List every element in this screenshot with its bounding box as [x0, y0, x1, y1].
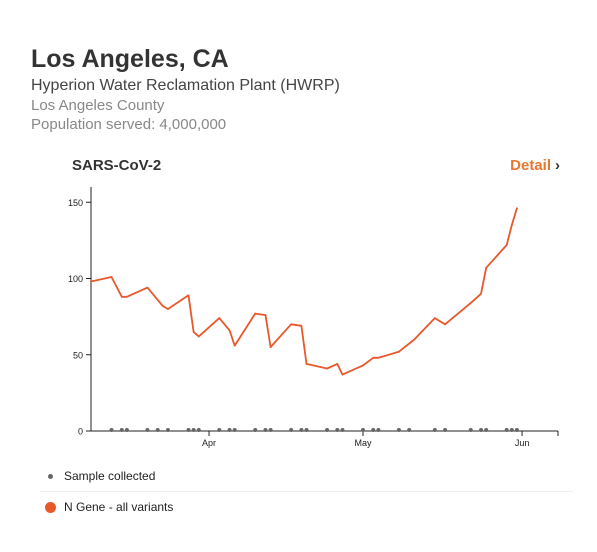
series-point	[192, 330, 195, 333]
series-point	[341, 373, 344, 376]
series-point	[187, 294, 190, 297]
sample-point	[299, 428, 304, 432]
series-point	[480, 292, 482, 295]
sample-point	[289, 428, 294, 432]
series-point	[305, 363, 308, 365]
series-point	[290, 323, 293, 326]
sample-point	[407, 428, 412, 432]
sample-point	[371, 428, 376, 432]
series-point	[269, 346, 272, 349]
sample-point	[504, 428, 509, 432]
sample-point	[376, 428, 381, 432]
sample-point	[340, 428, 345, 432]
series-dot-icon	[45, 501, 56, 513]
series-point	[336, 363, 339, 365]
sample-markers	[109, 428, 519, 432]
x-tick-label: May	[354, 438, 372, 448]
sample-point	[263, 428, 268, 432]
sample-point	[325, 428, 330, 432]
sample-point	[186, 428, 191, 432]
series-point	[433, 317, 436, 320]
sample-point	[232, 428, 237, 432]
sample-dot-icon	[48, 473, 53, 479]
series-point	[110, 276, 113, 278]
series-point	[444, 323, 446, 326]
legend-series-label: N Gene - all variants	[64, 500, 174, 514]
series-point	[254, 312, 257, 315]
sample-point	[484, 428, 489, 432]
series-point	[510, 224, 513, 227]
sample-point	[253, 428, 258, 432]
series-point	[485, 266, 488, 269]
sample-point	[119, 428, 124, 432]
sample-point	[479, 428, 484, 432]
series-point	[413, 338, 416, 341]
series-point	[469, 302, 472, 304]
sample-point	[268, 428, 273, 432]
x-tick-label: Jun	[515, 438, 530, 448]
series-line	[90, 207, 518, 376]
chart-series	[90, 207, 518, 376]
sample-point	[509, 428, 514, 432]
sample-point	[396, 428, 401, 432]
series-point	[505, 244, 508, 246]
series-point	[161, 305, 164, 307]
sample-point	[227, 428, 232, 432]
county-name: Los Angeles County	[31, 97, 165, 114]
y-tick-label: 0	[78, 427, 83, 437]
sample-point	[514, 428, 519, 432]
series-point	[146, 286, 149, 289]
y-tick-label: 100	[68, 274, 83, 284]
sample-point	[217, 428, 222, 432]
legend-n-gene[interactable]: N Gene - all variants	[45, 500, 174, 514]
y-tick-label: 150	[68, 198, 83, 208]
sample-point	[360, 428, 365, 432]
series-point	[233, 344, 236, 347]
series-point	[126, 295, 128, 298]
detail-link[interactable]: Detail ›	[510, 157, 560, 174]
series-point	[218, 317, 221, 320]
series-point	[372, 356, 375, 359]
series-point	[326, 367, 328, 370]
series-point	[156, 298, 159, 301]
series-point	[300, 324, 303, 327]
series-point	[516, 207, 518, 210]
sample-point	[165, 428, 170, 432]
legend-sample-label: Sample collected	[64, 469, 156, 483]
sample-point	[335, 428, 340, 432]
series-point	[377, 356, 380, 359]
series-point	[197, 335, 200, 338]
sample-point	[155, 428, 160, 432]
sample-point	[145, 428, 150, 432]
sample-point	[109, 428, 114, 432]
series-point	[120, 295, 123, 298]
population-served: Population served: 4,000,000	[31, 116, 227, 133]
chevron-right-icon: ›	[555, 157, 560, 174]
sample-point	[196, 428, 201, 432]
page-title: Los Angeles, CA	[31, 45, 229, 73]
series-point	[398, 350, 400, 353]
sample-point	[124, 428, 129, 432]
x-tick-label: Apr	[202, 438, 216, 448]
series-point	[228, 329, 231, 332]
legend-divider	[40, 491, 573, 492]
sample-point	[304, 428, 309, 432]
sample-point	[191, 428, 196, 432]
series-point	[362, 364, 364, 367]
y-tick-label: 50	[73, 350, 83, 360]
plant-name: Hyperion Water Reclamation Plant (HWRP)	[31, 77, 340, 94]
series-point	[167, 308, 169, 310]
chart-axes: 0 50 100 150 Apr May Jun	[68, 187, 559, 448]
series-point	[90, 280, 92, 283]
series-point	[264, 314, 267, 316]
sample-point	[468, 428, 473, 432]
legend-sample-collected: Sample collected	[48, 469, 155, 483]
chart-card-title: SARS-CoV-2	[72, 157, 162, 174]
sample-point	[432, 428, 437, 432]
detail-label: Detail	[510, 157, 551, 174]
sample-point	[443, 428, 448, 432]
site-header: Los Angeles, CA Hyperion Water Reclamati…	[31, 44, 340, 134]
